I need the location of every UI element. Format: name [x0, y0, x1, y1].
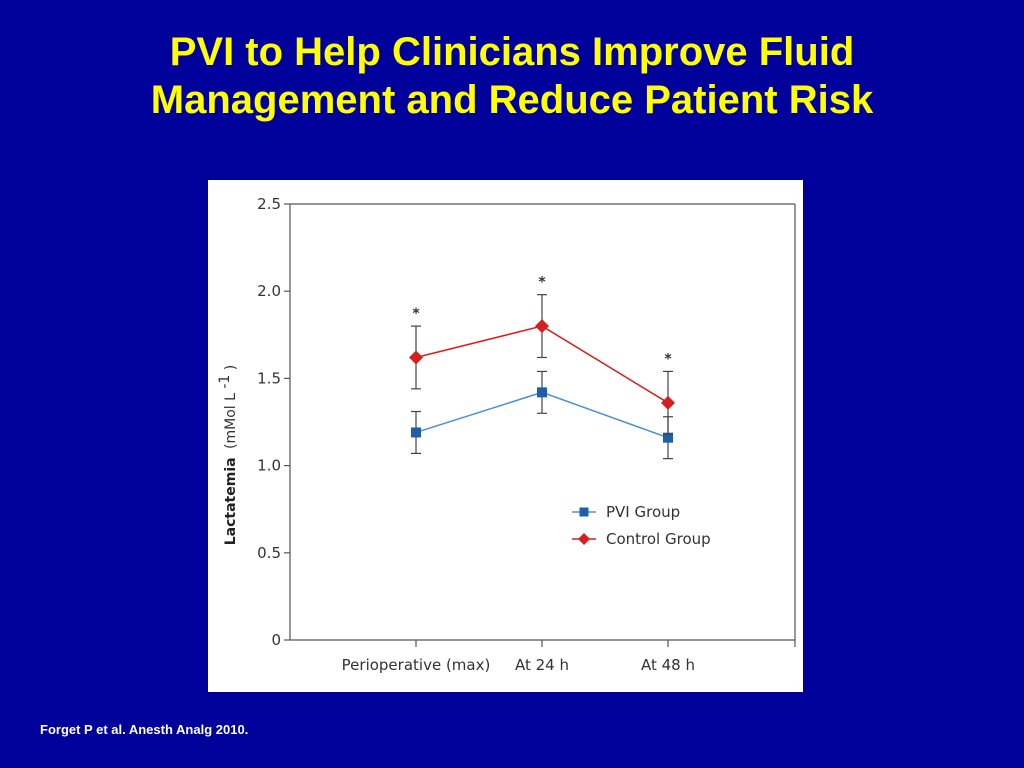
legend: PVI Group Control Group: [572, 503, 711, 548]
data-point: [537, 387, 547, 398]
significance-star: *: [412, 306, 420, 322]
y-axis-label-unit: (mMol L: [223, 393, 239, 449]
data-point: [663, 432, 673, 443]
y-tick-label: 1.5: [257, 369, 281, 387]
data-point: [661, 395, 675, 410]
citation: Forget P et al. Anesth Analg 2010.: [40, 722, 249, 737]
significance-star: *: [538, 275, 546, 291]
y-tick-label: 2.5: [257, 195, 281, 213]
y-ticks: 0 0.5 1.0 1.5 2.0 2.5: [257, 195, 290, 649]
x-ticks: Perioperative (max) At 24 h At 48 h: [342, 640, 796, 674]
y-axis-label-sup: -1: [217, 375, 233, 389]
lactatemia-chart: 0 0.5 1.0 1.5 2.0 2.5 Perioperative (max) At 2…: [216, 195, 796, 674]
slide-title: PVI to Help Clinicians Improve Fluid Man…: [0, 28, 1024, 124]
series-control-group: [409, 294, 675, 435]
x-tick-label: At 48 h: [641, 656, 695, 674]
y-axis-label: Lactatemia (mMol L -1 ): [216, 365, 239, 546]
y-tick-label: 2.0: [257, 282, 281, 300]
data-point: [411, 427, 421, 438]
data-point: [409, 350, 423, 365]
y-tick-label: 1.0: [257, 457, 281, 475]
y-axis-label-close: ): [223, 365, 239, 370]
y-tick-label: 0: [271, 631, 281, 649]
series-pvi-group: [411, 370, 673, 460]
title-line-2: Management and Reduce Patient Risk: [150, 78, 874, 122]
series: [409, 294, 675, 460]
significance-star: *: [664, 351, 672, 367]
legend-entry: Control Group: [572, 530, 711, 548]
y-tick-label: 0.5: [257, 544, 281, 562]
legend-entry: PVI Group: [572, 503, 680, 521]
x-tick-label: At 24 h: [515, 656, 569, 674]
axes: [289, 203, 796, 641]
y-axis-label-bold: Lactatemia: [223, 457, 239, 545]
chart-panel: 0 0.5 1.0 1.5 2.0 2.5 Perioperative (max) At 2…: [208, 180, 803, 692]
legend-label: Control Group: [606, 530, 711, 548]
data-point: [535, 319, 549, 334]
annotations: * * *: [412, 275, 672, 368]
x-tick-label: Perioperative (max): [342, 656, 491, 674]
legend-marker: [578, 533, 590, 545]
legend-label: PVI Group: [606, 503, 680, 521]
svg-text:Lactatemia (mMol L: Lactatemia (mMol L -1 ): [216, 365, 239, 546]
legend-marker: [579, 507, 589, 517]
title-line-1: PVI to Help Clinicians Improve Fluid: [169, 30, 855, 74]
